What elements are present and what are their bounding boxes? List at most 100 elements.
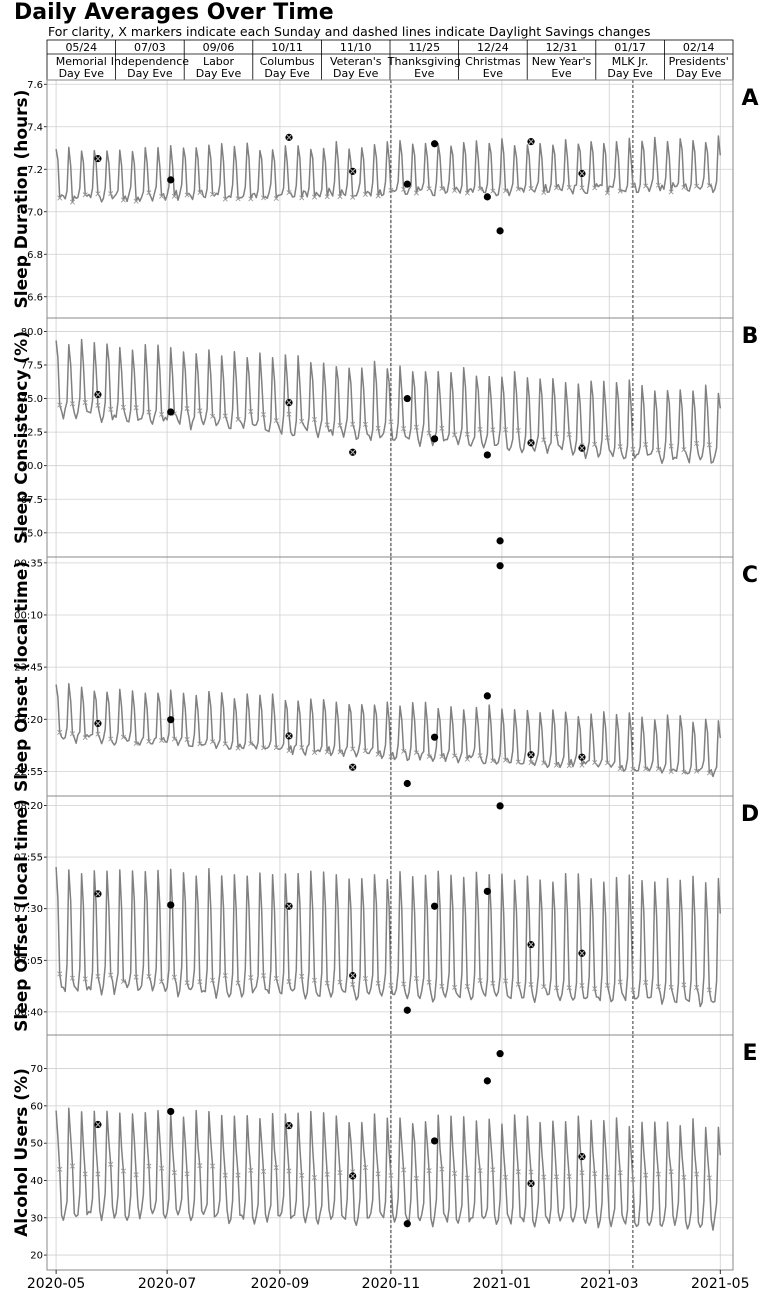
sunday-marker: [133, 974, 139, 980]
series-line: [55, 682, 722, 778]
holiday-point: [167, 408, 175, 416]
sunday-marker: [668, 189, 674, 195]
holiday-sunday-cross: [350, 168, 356, 174]
sunday-marker: [541, 437, 547, 443]
sunday-marker: [197, 408, 203, 414]
sunday-marker: [69, 731, 75, 737]
sunday-marker: [681, 447, 687, 453]
sunday-marker: [490, 758, 496, 764]
sunday-marker: [95, 973, 101, 979]
sunday-marker: [541, 1174, 547, 1180]
sunday-marker: [299, 745, 305, 751]
holiday-sunday-cross: [579, 950, 585, 956]
sunday-marker: [299, 195, 305, 201]
sunday-marker: [630, 1176, 636, 1182]
sunday-marker: [439, 1166, 445, 1172]
x-tick-label: 2020-09: [251, 1276, 310, 1290]
sunday-marker: [592, 1171, 598, 1177]
x-tick-label: 2021-03: [580, 1276, 639, 1290]
y-tick-label: 80.0: [21, 327, 43, 338]
sunday-marker: [108, 406, 114, 412]
series-line: [55, 135, 722, 203]
sunday-marker: [439, 186, 445, 192]
sunday-marker: [566, 985, 572, 991]
sunday-marker: [222, 741, 228, 747]
sunday-marker: [120, 734, 126, 740]
sunday-marker: [273, 418, 279, 424]
sunday-marker: [388, 1172, 394, 1178]
sunday-marker: [337, 749, 343, 755]
sunday-marker: [133, 198, 139, 204]
sunday-marker: [286, 1168, 292, 1174]
y-tick-label: 65.0: [21, 528, 43, 539]
sunday-marker: [439, 425, 445, 431]
sunday-marker: [706, 987, 712, 993]
sunday-marker: [337, 422, 343, 428]
sunday-marker: [108, 1161, 114, 1167]
sunday-marker: [57, 402, 63, 408]
holiday-sunday-cross: [286, 733, 292, 739]
holiday-name-line2: Day Eve: [196, 67, 242, 80]
holiday-point: [483, 193, 491, 201]
holiday-point: [496, 562, 504, 570]
holiday-sunday-cross: [528, 1180, 534, 1187]
sunday-marker: [579, 185, 585, 191]
y-tick-label: 75.0: [21, 394, 43, 405]
sunday-marker: [566, 185, 572, 191]
sunday-marker: [324, 1171, 330, 1177]
sunday-marker: [82, 735, 88, 741]
holiday-sunday-cross: [95, 156, 101, 162]
sunday-marker: [57, 971, 63, 977]
sunday-marker: [388, 187, 394, 193]
holiday-point: [430, 733, 439, 741]
holiday-name-line1: Christmas: [465, 55, 521, 68]
holiday-sunday-cross: [95, 720, 101, 726]
sunday-marker: [477, 753, 483, 759]
sunday-marker: [337, 1170, 343, 1176]
holiday-sunday-cross: [579, 754, 585, 760]
sunday-marker: [159, 411, 165, 417]
sunday-marker: [401, 186, 407, 192]
sunday-marker: [566, 1174, 572, 1180]
sunday-marker: [528, 981, 534, 988]
sunday-marker: [643, 441, 649, 448]
sunday-marker: [604, 982, 610, 988]
holiday-date-label: 09/06: [203, 41, 235, 54]
sunday-marker: [655, 182, 661, 188]
sunday-marker: [69, 975, 75, 981]
sunday-marker: [299, 1172, 305, 1178]
holiday-date-label: 10/11: [271, 41, 303, 54]
holiday-point: [403, 1220, 411, 1228]
holiday-sunday-cross: [579, 445, 585, 451]
sunday-marker: [413, 975, 419, 981]
sunday-marker: [490, 980, 496, 986]
sunday-marker: [541, 190, 547, 196]
sunday-marker: [541, 760, 547, 766]
sunday-marker: [133, 740, 139, 747]
y-tick-label: 70: [30, 1064, 43, 1075]
sunday-marker: [286, 979, 292, 985]
sunday-marker: [235, 416, 241, 422]
sunday-marker: [57, 195, 63, 201]
panel-letter: C: [742, 563, 758, 588]
sunday-marker: [668, 443, 674, 449]
sunday-marker: [69, 401, 75, 407]
holiday-sunday-cross: [528, 139, 534, 145]
sunday-marker: [120, 404, 126, 410]
panel-letter: B: [742, 324, 759, 349]
sunday-marker: [69, 199, 75, 205]
sunday-marker: [630, 987, 636, 993]
sunday-marker: [120, 1168, 126, 1174]
sunday-marker: [171, 1170, 177, 1176]
holiday-point: [483, 692, 491, 700]
sunday-marker: [617, 1170, 623, 1176]
y-axis-label: Sleep Offset (local time): [12, 799, 32, 1032]
sunday-marker: [694, 768, 700, 774]
sunday-marker: [503, 757, 509, 763]
sunday-marker: [413, 424, 419, 430]
x-tick-label: 2020-07: [138, 1276, 197, 1290]
sunday-marker: [566, 431, 572, 437]
x-tick-label: 2020-11: [362, 1276, 421, 1290]
holiday-name-line1: Veteran's: [330, 55, 382, 68]
